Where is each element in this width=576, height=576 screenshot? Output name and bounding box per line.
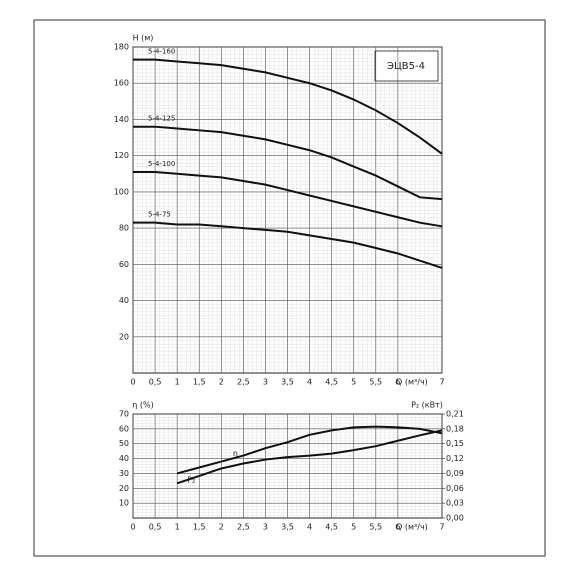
y-tick-label: 140: [114, 115, 129, 124]
x-tick-label: 2,5: [237, 378, 250, 387]
x-tick-label: 4,5: [325, 523, 338, 532]
x-tick-label: 2,5: [237, 523, 250, 532]
x-tick-label: 5: [351, 523, 356, 532]
y2-tick-label: 0,15: [446, 439, 464, 448]
x-axis-label: Q (м³/ч): [396, 523, 428, 532]
y2-tick-label: 0,12: [446, 454, 464, 463]
y-tick-label: 40: [119, 454, 129, 463]
curve: [133, 58, 443, 155]
x-tick-label: 2: [219, 523, 224, 532]
y2-tick-label: 0,18: [446, 424, 464, 433]
y2-tick-label: 0,21: [446, 410, 464, 419]
x-tick-label: 6: [395, 523, 400, 532]
y-tick-label: 40: [119, 296, 129, 305]
series-label: 5-4-75: [148, 211, 171, 219]
x-tick-label: 3: [263, 523, 268, 532]
series-label: 5-4-125: [148, 115, 175, 123]
x-axis-label: Q (м³/ч): [396, 378, 428, 387]
sheet-border: [33, 19, 546, 557]
x-tick-label: 1: [175, 523, 180, 532]
x-tick-label: 0: [130, 378, 135, 387]
curve: [133, 125, 443, 201]
y-tick-label: 120: [114, 151, 129, 160]
x-tick-label: 1,5: [193, 523, 206, 532]
x-tick-label: 7: [439, 378, 444, 387]
x-tick-label: 1: [175, 378, 180, 387]
y-tick-label: 50: [119, 439, 129, 448]
x-tick-label: 4,5: [325, 378, 338, 387]
curve: [133, 170, 443, 228]
y-tick-label: 100: [114, 187, 129, 196]
title-box: [374, 50, 439, 82]
x-tick-label: 5,5: [369, 378, 382, 387]
x-tick-label: 0,5: [149, 378, 162, 387]
x-tick-label: 7: [439, 523, 444, 532]
y2-tick-label: 0,06: [446, 484, 464, 493]
y2-tick-label: 0,09: [446, 469, 464, 478]
curve: [176, 425, 443, 475]
x-tick-label: 0: [130, 523, 135, 532]
x-tick-label: 3,5: [281, 378, 294, 387]
x-tick-label: 1,5: [193, 378, 206, 387]
x-tick-label: 4: [307, 523, 312, 532]
curve: [176, 429, 443, 485]
series-label: η: [233, 449, 238, 458]
y-tick-label: 70: [119, 410, 129, 419]
y-tick-label: 60: [119, 424, 129, 433]
y-tick-label: 80: [119, 224, 129, 233]
series-label: P₂: [187, 475, 195, 484]
x-tick-label: 4: [307, 378, 312, 387]
x-tick-label: 3: [263, 378, 268, 387]
x-tick-label: 3,5: [281, 523, 294, 532]
y-axis-label: η (%): [132, 401, 153, 410]
y2-tick-label: 0,00: [446, 514, 464, 523]
y-tick-label: 20: [119, 484, 129, 493]
y-tick-label: 20: [119, 332, 129, 341]
y-tick-label: 180: [114, 43, 129, 52]
y2-tick-label: 0,03: [446, 499, 464, 508]
y-axis-label: Н (м): [133, 34, 154, 43]
series-label: 5-4-160: [148, 48, 175, 56]
x-tick-label: 5,5: [369, 523, 382, 532]
x-tick-label: 5: [351, 378, 356, 387]
y2-axis-label: P₂ (кВт): [411, 401, 443, 410]
y-tick-label: 30: [119, 469, 129, 478]
y-tick-label: 60: [119, 260, 129, 269]
x-tick-label: 2: [219, 378, 224, 387]
chart-title: ЭЦВ5-4: [387, 61, 425, 72]
y-tick-label: 160: [114, 79, 129, 88]
x-tick-label: 6: [395, 378, 400, 387]
x-tick-label: 0,5: [149, 523, 162, 532]
curve: [133, 221, 443, 269]
y-tick-label: 10: [119, 499, 129, 508]
series-label: 5-4-100: [148, 160, 175, 168]
